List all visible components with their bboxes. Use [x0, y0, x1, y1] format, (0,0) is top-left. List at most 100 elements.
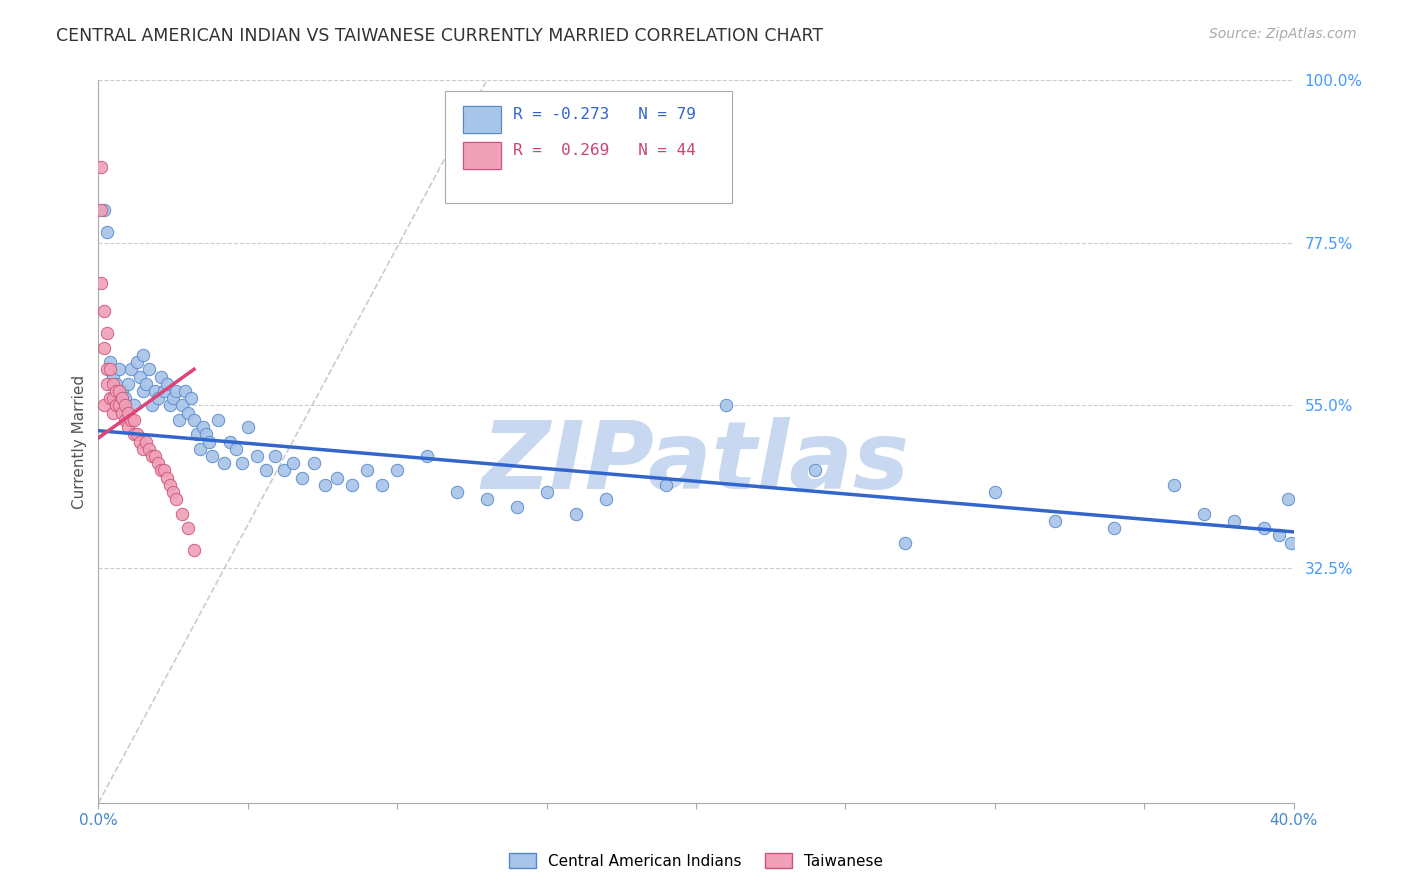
- Point: [141, 449, 163, 463]
- Point: [114, 398, 136, 412]
- Point: [98, 362, 122, 376]
- Point: [565, 507, 588, 521]
- Point: [117, 406, 139, 420]
- Point: [103, 376, 125, 391]
- Point: [315, 478, 337, 492]
- Y-axis label: Currently Married: Currently Married: [72, 375, 87, 508]
- Point: [302, 456, 325, 470]
- Point: [1104, 521, 1126, 535]
- Point: [124, 398, 146, 412]
- Point: [135, 434, 157, 449]
- Point: [93, 304, 115, 318]
- Point: [162, 485, 184, 500]
- Point: [198, 434, 221, 449]
- Point: [159, 398, 181, 412]
- Point: [156, 470, 179, 484]
- Point: [254, 463, 277, 477]
- Point: [111, 398, 134, 412]
- Point: [150, 463, 173, 477]
- Point: [246, 449, 269, 463]
- Point: [105, 376, 128, 391]
- Point: [207, 413, 229, 427]
- Point: [225, 442, 247, 456]
- Point: [156, 376, 179, 391]
- Point: [177, 406, 200, 420]
- Point: [1163, 478, 1185, 492]
- Point: [98, 391, 122, 405]
- Point: [129, 369, 152, 384]
- Point: [595, 492, 617, 507]
- Point: [183, 413, 205, 427]
- Point: [105, 398, 128, 412]
- Point: [93, 398, 115, 412]
- Point: [212, 456, 235, 470]
- Point: [105, 384, 128, 398]
- Point: [475, 492, 498, 507]
- Text: R = -0.273   N = 79: R = -0.273 N = 79: [513, 107, 696, 121]
- Point: [98, 355, 122, 369]
- Point: [103, 406, 125, 420]
- Point: [150, 369, 173, 384]
- Point: [148, 456, 170, 470]
- Point: [219, 434, 242, 449]
- Point: [153, 384, 176, 398]
- Point: [108, 384, 131, 398]
- Point: [291, 470, 314, 484]
- Point: [117, 420, 139, 434]
- Text: R =  0.269   N = 44: R = 0.269 N = 44: [513, 143, 696, 158]
- Point: [132, 384, 155, 398]
- Point: [108, 362, 131, 376]
- Bar: [463, 142, 501, 169]
- Point: [356, 463, 378, 477]
- Point: [236, 420, 259, 434]
- Point: [714, 398, 737, 412]
- Point: [111, 384, 134, 398]
- Point: [138, 362, 160, 376]
- Point: [201, 449, 224, 463]
- Point: [506, 500, 529, 514]
- Point: [1043, 514, 1066, 528]
- Point: [141, 398, 163, 412]
- Point: [90, 203, 112, 218]
- Point: [127, 355, 149, 369]
- Bar: [463, 105, 501, 133]
- Point: [231, 456, 253, 470]
- Point: [153, 463, 176, 477]
- Point: [162, 391, 184, 405]
- Point: [143, 384, 166, 398]
- Point: [124, 427, 146, 442]
- Point: [186, 427, 208, 442]
- Point: [114, 413, 136, 427]
- Point: [114, 391, 136, 405]
- Bar: [463, 105, 501, 133]
- Point: [96, 376, 118, 391]
- Point: [96, 326, 118, 340]
- Point: [111, 406, 134, 420]
- Point: [1223, 514, 1246, 528]
- Point: [1253, 521, 1275, 535]
- Legend: Central American Indians, Taiwanese: Central American Indians, Taiwanese: [502, 847, 890, 875]
- Point: [103, 391, 125, 405]
- Point: [416, 449, 439, 463]
- Point: [655, 478, 678, 492]
- Text: Source: ZipAtlas.com: Source: ZipAtlas.com: [1209, 27, 1357, 41]
- Point: [135, 376, 157, 391]
- Point: [138, 442, 160, 456]
- Point: [984, 485, 1007, 500]
- FancyBboxPatch shape: [446, 91, 733, 203]
- Point: [195, 427, 218, 442]
- Point: [172, 398, 194, 412]
- Point: [93, 341, 115, 355]
- Point: [183, 542, 205, 557]
- Point: [90, 276, 112, 290]
- Point: [93, 203, 115, 218]
- Text: ZIPatlas: ZIPatlas: [482, 417, 910, 509]
- Point: [148, 391, 170, 405]
- Point: [129, 434, 152, 449]
- Point: [111, 391, 134, 405]
- Point: [804, 463, 827, 477]
- Point: [894, 535, 917, 549]
- Point: [165, 384, 187, 398]
- Point: [132, 348, 155, 362]
- Point: [103, 369, 125, 384]
